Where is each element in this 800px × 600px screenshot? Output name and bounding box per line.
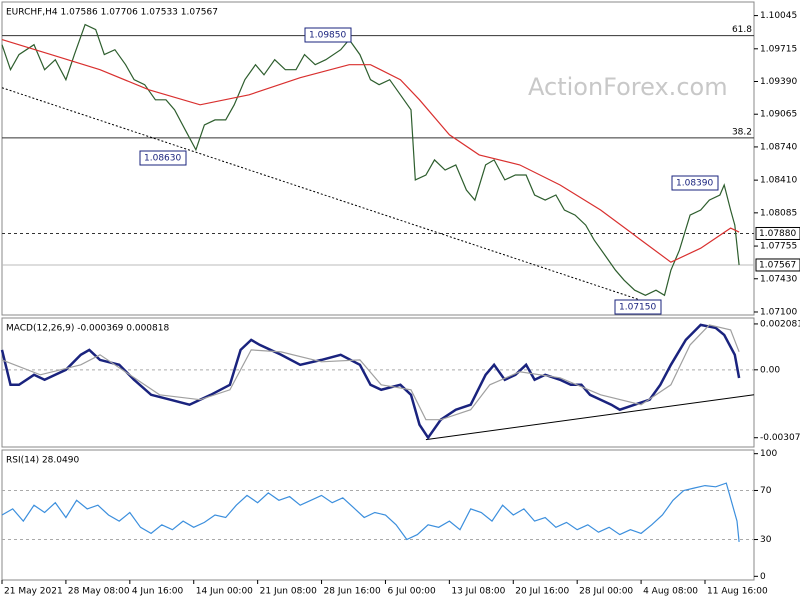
y-tick-label: 70 bbox=[760, 486, 772, 496]
price-label: 1.07567 bbox=[759, 260, 796, 270]
x-tick-label: 21 Jun 08:00 bbox=[260, 587, 317, 597]
x-tick-label: 14 Jun 00:00 bbox=[196, 587, 253, 597]
fib-label: 61.8 bbox=[732, 25, 752, 35]
y-tick-label: -0.003079 bbox=[760, 433, 800, 443]
annotation-box bbox=[139, 150, 187, 166]
y-tick-label: 1.10045 bbox=[760, 11, 797, 21]
annotation: 1.08630 bbox=[144, 154, 181, 164]
annotation-box bbox=[671, 175, 719, 191]
series-line bbox=[1, 482, 740, 542]
y-tick-label: 1.08740 bbox=[760, 142, 797, 152]
panel-frame bbox=[1, 317, 755, 448]
annotation: 1.08390 bbox=[676, 179, 713, 189]
x-tick-label: 4 Aug 08:00 bbox=[643, 587, 698, 597]
x-tick-label: 11 Aug 16:00 bbox=[707, 587, 768, 597]
x-tick-label: 6 Jul 00:00 bbox=[387, 587, 436, 597]
y-tick-label: 1.08410 bbox=[760, 176, 797, 186]
x-tick-label: 28 Jun 16:00 bbox=[324, 587, 381, 597]
x-tick-label: 21 May 2021 bbox=[4, 587, 63, 597]
y-tick-label: 1.09715 bbox=[760, 44, 797, 54]
annotation-box bbox=[304, 27, 352, 43]
series-line bbox=[1, 324, 740, 421]
x-tick-label: 4 Jun 16:00 bbox=[132, 587, 184, 597]
x-tick-label: 13 Jul 08:00 bbox=[451, 587, 505, 597]
y-tick-label: 1.09390 bbox=[760, 77, 797, 87]
y-tick-label: 0.00 bbox=[760, 365, 780, 375]
y-tick-label: 0.002081 bbox=[760, 319, 800, 329]
series-line bbox=[1, 39, 740, 263]
series-line bbox=[1, 23, 740, 297]
price-label-box bbox=[755, 226, 800, 240]
price-label-box bbox=[755, 258, 800, 272]
panel-title: RSI(14) 28.0490 bbox=[6, 456, 79, 466]
fib-label: 38.2 bbox=[732, 127, 752, 137]
x-tick-label: 20 Jul 16:00 bbox=[515, 587, 569, 597]
y-tick-label: 0 bbox=[760, 572, 766, 582]
y-tick-label: 1.07430 bbox=[760, 274, 797, 284]
panel-title: MACD(12,26,9) -0.000369 0.000818 bbox=[6, 324, 169, 334]
x-tick-label: 28 May 08:00 bbox=[68, 587, 130, 597]
y-tick-label: 1.09065 bbox=[760, 110, 797, 120]
watermark: ActionForex.com bbox=[528, 73, 728, 101]
trendline bbox=[425, 394, 755, 441]
panel-frame bbox=[1, 1, 755, 316]
x-tick-label: 28 Jul 00:00 bbox=[579, 587, 633, 597]
y-tick-label: 1.08085 bbox=[760, 208, 797, 218]
trendline bbox=[1, 87, 642, 301]
y-tick-label: 1.07755 bbox=[760, 242, 797, 252]
annotation-box bbox=[614, 299, 662, 315]
price-label: 1.07880 bbox=[759, 229, 796, 239]
y-tick-label: 100 bbox=[760, 449, 777, 459]
y-tick-label: 30 bbox=[760, 535, 772, 545]
y-tick-label: 1.07100 bbox=[760, 307, 797, 317]
annotation: 1.07150 bbox=[619, 303, 656, 313]
annotation: 1.09850 bbox=[309, 31, 346, 41]
panel-title: EURCHF,H4 1.07586 1.07706 1.07533 1.0756… bbox=[6, 8, 218, 18]
